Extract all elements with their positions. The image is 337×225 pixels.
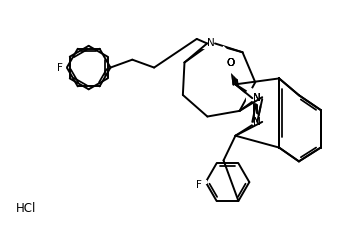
Text: F: F (196, 180, 202, 190)
Text: N: N (253, 117, 261, 127)
Text: O: O (226, 58, 235, 68)
Text: O: O (226, 58, 235, 68)
Text: N: N (253, 93, 261, 103)
Text: N: N (207, 38, 215, 48)
Text: N: N (253, 93, 261, 103)
Text: N: N (253, 93, 261, 103)
Text: HCl: HCl (16, 202, 37, 215)
Text: F: F (57, 63, 63, 72)
Text: O: O (226, 58, 235, 68)
Text: O: O (226, 58, 235, 68)
Text: N: N (253, 117, 261, 127)
